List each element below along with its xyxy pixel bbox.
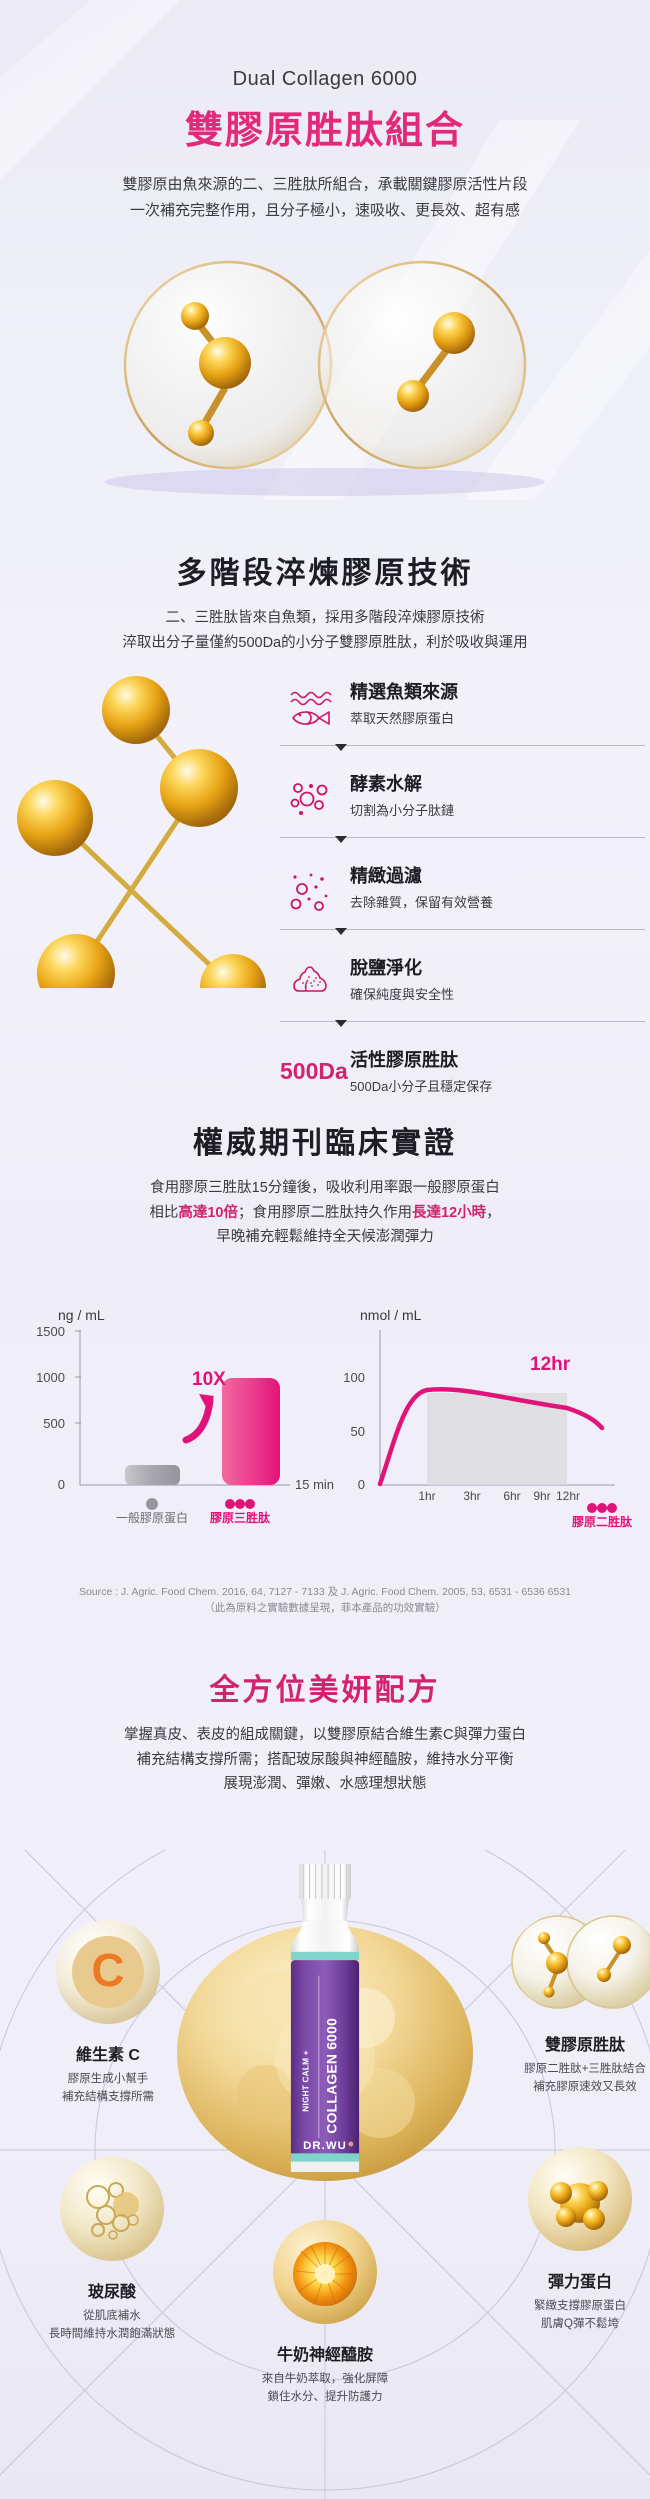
svg-text:COLLAGEN 6000: COLLAGEN 6000 xyxy=(323,2018,339,2134)
svg-text:一般膠原蛋白: 一般膠原蛋白 xyxy=(116,1510,188,1525)
svg-text:膠原三胜肽: 膠原三胜肽 xyxy=(210,1510,271,1525)
svg-text:1000: 1000 xyxy=(36,1370,65,1385)
svg-text:100: 100 xyxy=(343,1370,365,1385)
svg-text:C: C xyxy=(91,1944,124,1996)
svg-text:6hr: 6hr xyxy=(503,1489,520,1503)
svg-text:1hr: 1hr xyxy=(418,1489,435,1503)
svg-text:12hr: 12hr xyxy=(556,1489,580,1503)
svg-text:膠原二胜肽: 膠原二胜肽 xyxy=(572,1514,633,1529)
svg-text:1500: 1500 xyxy=(36,1324,65,1339)
svg-text:0: 0 xyxy=(358,1477,365,1492)
svg-text:ng / mL: ng / mL xyxy=(58,1307,105,1323)
svg-text:3hr: 3hr xyxy=(463,1489,480,1503)
svg-text:50: 50 xyxy=(351,1424,365,1439)
svg-text:DR.WU: DR.WU xyxy=(303,2140,347,2152)
svg-text:500: 500 xyxy=(43,1416,65,1431)
svg-text:nmol / mL: nmol / mL xyxy=(360,1307,422,1323)
svg-text:0: 0 xyxy=(58,1477,65,1492)
svg-text:9hr: 9hr xyxy=(533,1489,550,1503)
svg-text:NIGHT CALM +: NIGHT CALM + xyxy=(301,2050,310,2111)
svg-text:15 min: 15 min xyxy=(295,1477,334,1492)
svg-text:12hr: 12hr xyxy=(530,1354,571,1375)
svg-text:10X: 10X xyxy=(192,1369,226,1390)
